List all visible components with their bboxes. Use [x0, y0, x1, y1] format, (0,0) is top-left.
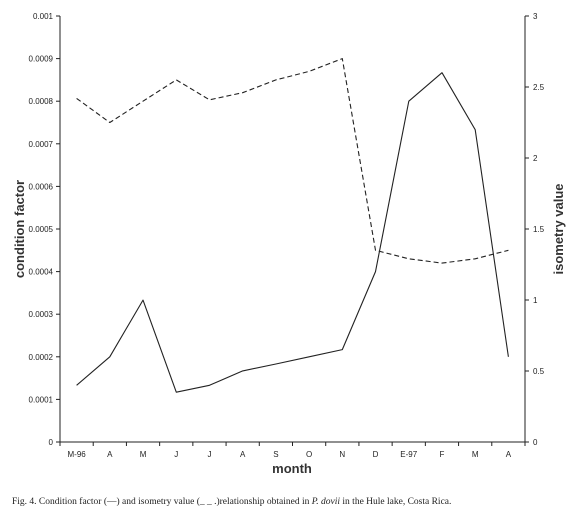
x-tick-label: M: [472, 450, 479, 459]
x-ticks: M-96 A M J J A S O N D E-97 F M A: [59, 442, 526, 459]
plot-frame: [59, 16, 526, 443]
left-tick-label: 0.0007: [29, 140, 54, 149]
right-tick-label: 3: [533, 12, 538, 21]
x-tick-label: S: [273, 450, 278, 459]
series-layer: [76, 58, 509, 393]
x-tick-label: J: [207, 450, 211, 459]
x-tick-label: M-96: [67, 450, 86, 459]
caption-prefix: Fig. 4. Condition factor (—) and isometr…: [12, 497, 312, 507]
right-tick-label: 0: [533, 438, 538, 447]
x-axis-title: month: [272, 461, 312, 476]
left-tick-label: 0.0008: [29, 97, 54, 106]
isometry-value-line: [76, 58, 509, 264]
x-tick-label: A: [107, 450, 113, 459]
left-y-axis-title: condition factor: [12, 180, 27, 278]
left-tick-label: 0.0003: [29, 310, 54, 319]
x-tick-label: M: [140, 450, 147, 459]
right-y-ticks: 0 0.5 1 1.5 2 2.5 3: [525, 12, 545, 447]
left-tick-label: 0.0002: [29, 353, 54, 362]
dual-axis-line-chart: 0 0.0001 0.0002 0.0003 0.0004 0.0005 0.0006 0.0…: [12, 12, 566, 476]
left-y-ticks: 0 0.0001 0.0002 0.0003 0.0004 0.0005 0.0006 0.0…: [29, 12, 60, 447]
x-tick-label: D: [373, 450, 379, 459]
right-tick-label: 1: [533, 296, 538, 305]
right-tick-label: 1.5: [533, 225, 545, 234]
x-tick-label: N: [339, 450, 345, 459]
x-tick-label: A: [506, 450, 512, 459]
left-tick-label: 0.0004: [29, 268, 54, 277]
left-tick-label: 0.0001: [29, 395, 54, 404]
caption-species: P. dovii: [311, 497, 341, 507]
right-y-axis-title: isometry value: [551, 183, 566, 274]
right-tick-label: 2.5: [533, 83, 545, 92]
caption-suffix: in the Hule lake, Costa Rica.: [340, 497, 452, 507]
x-tick-label: O: [306, 450, 312, 459]
right-tick-label: 0.5: [533, 367, 545, 376]
x-tick-label: F: [440, 450, 445, 459]
left-tick-label: 0.001: [33, 12, 54, 21]
right-tick-label: 2: [533, 154, 538, 163]
left-tick-label: 0.0009: [29, 55, 54, 64]
x-tick-label: J: [174, 450, 178, 459]
x-tick-label: E-97: [400, 450, 417, 459]
figure-caption: Fig. 4. Condition factor (—) and isometr…: [12, 497, 572, 507]
x-tick-label: A: [240, 450, 246, 459]
left-tick-label: 0.0006: [29, 182, 54, 191]
condition-factor-line: [76, 72, 509, 393]
left-tick-label: 0: [49, 438, 54, 447]
left-tick-label: 0.0005: [29, 225, 54, 234]
